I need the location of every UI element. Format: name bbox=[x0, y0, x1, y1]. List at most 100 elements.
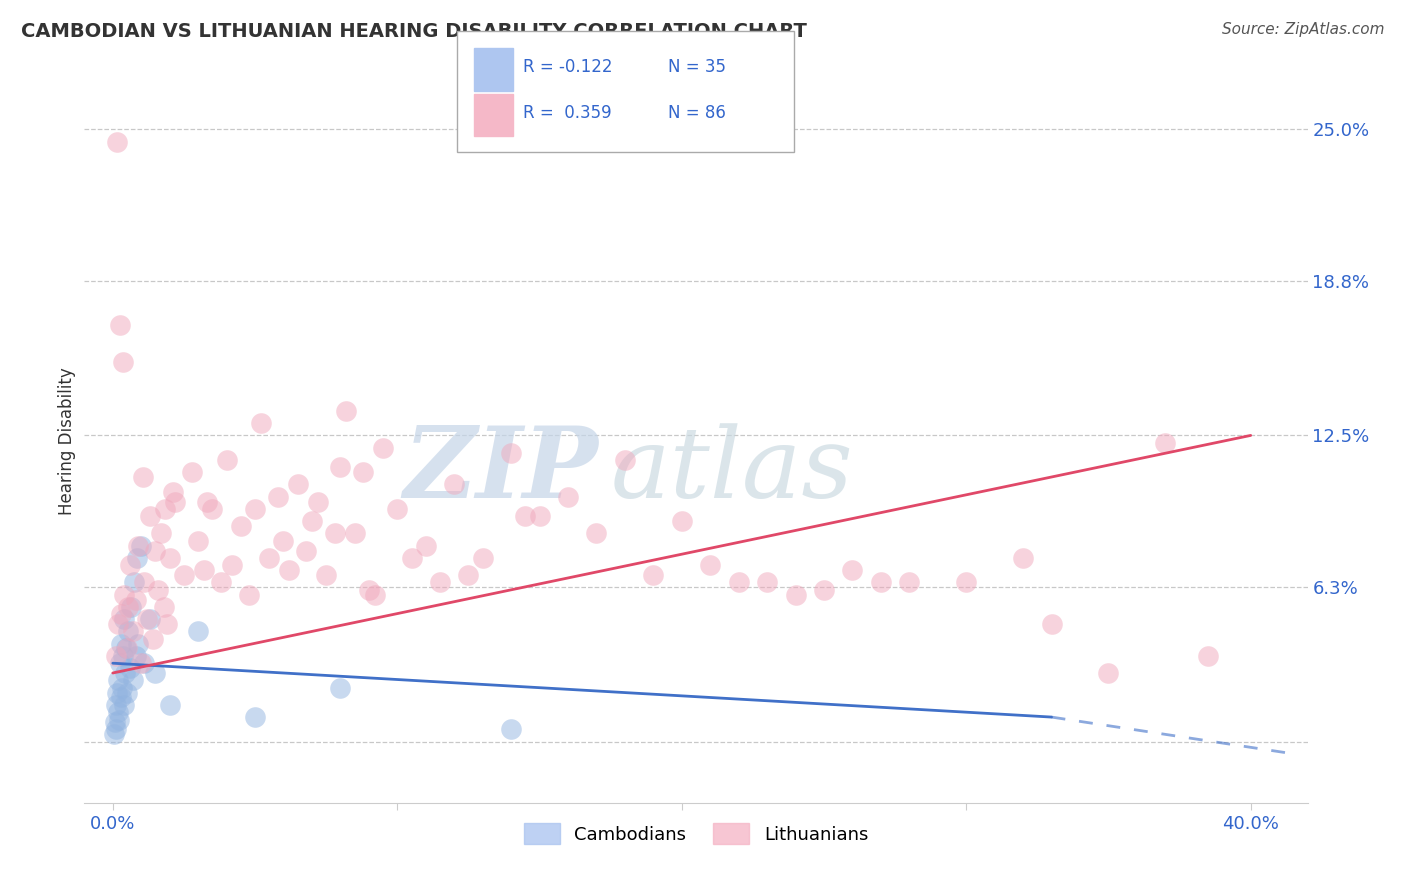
Point bbox=[201, 502, 224, 516]
Point bbox=[429, 575, 451, 590]
Point bbox=[352, 465, 374, 479]
Point bbox=[613, 453, 636, 467]
Point bbox=[529, 509, 551, 524]
Point bbox=[215, 453, 238, 467]
Point bbox=[499, 445, 522, 459]
Point bbox=[110, 637, 132, 651]
Point bbox=[955, 575, 977, 590]
Point bbox=[499, 723, 522, 737]
Point bbox=[142, 632, 165, 646]
Point bbox=[153, 599, 176, 614]
Point bbox=[108, 656, 131, 670]
Point bbox=[187, 624, 209, 639]
Point bbox=[343, 526, 366, 541]
Text: Source: ZipAtlas.com: Source: ZipAtlas.com bbox=[1222, 22, 1385, 37]
Point bbox=[181, 465, 204, 479]
Point bbox=[273, 533, 295, 548]
Point bbox=[187, 533, 209, 548]
Point bbox=[104, 648, 127, 663]
Point bbox=[221, 558, 243, 573]
Point bbox=[125, 550, 148, 565]
Point bbox=[249, 416, 271, 430]
Point bbox=[727, 575, 749, 590]
Text: R =  0.359: R = 0.359 bbox=[523, 104, 612, 122]
Point bbox=[108, 713, 131, 727]
Point bbox=[118, 558, 141, 573]
Point bbox=[671, 514, 693, 528]
Point bbox=[1197, 648, 1219, 663]
Point bbox=[114, 665, 136, 680]
Point bbox=[515, 509, 537, 524]
Point bbox=[301, 514, 323, 528]
Point bbox=[117, 624, 139, 639]
Point bbox=[295, 543, 318, 558]
Point bbox=[159, 698, 181, 712]
Point bbox=[120, 599, 142, 614]
Point bbox=[1154, 435, 1177, 450]
Point bbox=[307, 494, 329, 508]
Point bbox=[335, 404, 357, 418]
Point bbox=[105, 685, 128, 699]
Point bbox=[105, 135, 128, 149]
Point bbox=[323, 526, 346, 541]
Point bbox=[104, 714, 127, 729]
Point bbox=[195, 494, 218, 508]
Point bbox=[122, 575, 145, 590]
Point bbox=[209, 575, 232, 590]
Point bbox=[387, 502, 409, 516]
Point bbox=[118, 661, 141, 675]
Point bbox=[111, 355, 134, 369]
Point bbox=[315, 568, 337, 582]
Text: N = 35: N = 35 bbox=[668, 58, 725, 76]
Point bbox=[585, 526, 607, 541]
Text: N = 86: N = 86 bbox=[668, 104, 725, 122]
Point bbox=[139, 509, 162, 524]
Point bbox=[471, 550, 494, 565]
Point bbox=[229, 519, 252, 533]
Point bbox=[841, 563, 863, 577]
Point bbox=[457, 568, 479, 582]
Point bbox=[329, 681, 352, 695]
Point bbox=[111, 648, 134, 663]
Point bbox=[287, 477, 309, 491]
Point bbox=[159, 550, 181, 565]
Point bbox=[145, 543, 167, 558]
Point bbox=[107, 617, 129, 632]
Point bbox=[813, 582, 835, 597]
Point bbox=[243, 502, 266, 516]
Point bbox=[699, 558, 721, 573]
Point bbox=[107, 673, 129, 688]
Point bbox=[115, 641, 138, 656]
Point bbox=[371, 441, 394, 455]
Point bbox=[124, 592, 146, 607]
Point bbox=[756, 575, 779, 590]
Text: ZIP: ZIP bbox=[404, 422, 598, 518]
Point bbox=[111, 681, 134, 695]
Point bbox=[150, 526, 173, 541]
Point bbox=[127, 539, 149, 553]
Point bbox=[114, 641, 136, 656]
Y-axis label: Hearing Disability: Hearing Disability bbox=[58, 368, 76, 516]
Point bbox=[643, 568, 665, 582]
Point bbox=[165, 494, 187, 508]
Point bbox=[363, 588, 385, 602]
Point bbox=[156, 617, 179, 632]
Point bbox=[401, 550, 423, 565]
Point bbox=[139, 612, 162, 626]
Point bbox=[121, 624, 143, 639]
Point bbox=[443, 477, 465, 491]
Point bbox=[103, 727, 125, 741]
Point bbox=[115, 685, 138, 699]
Point bbox=[124, 648, 146, 663]
Point bbox=[136, 612, 159, 626]
Point bbox=[267, 490, 290, 504]
Point bbox=[785, 588, 807, 602]
Point bbox=[112, 698, 135, 712]
Text: atlas: atlas bbox=[610, 423, 853, 518]
Point bbox=[132, 656, 155, 670]
Point bbox=[148, 582, 170, 597]
Point bbox=[415, 539, 437, 553]
Point bbox=[121, 673, 143, 688]
Point bbox=[108, 318, 131, 333]
Point bbox=[110, 690, 132, 705]
